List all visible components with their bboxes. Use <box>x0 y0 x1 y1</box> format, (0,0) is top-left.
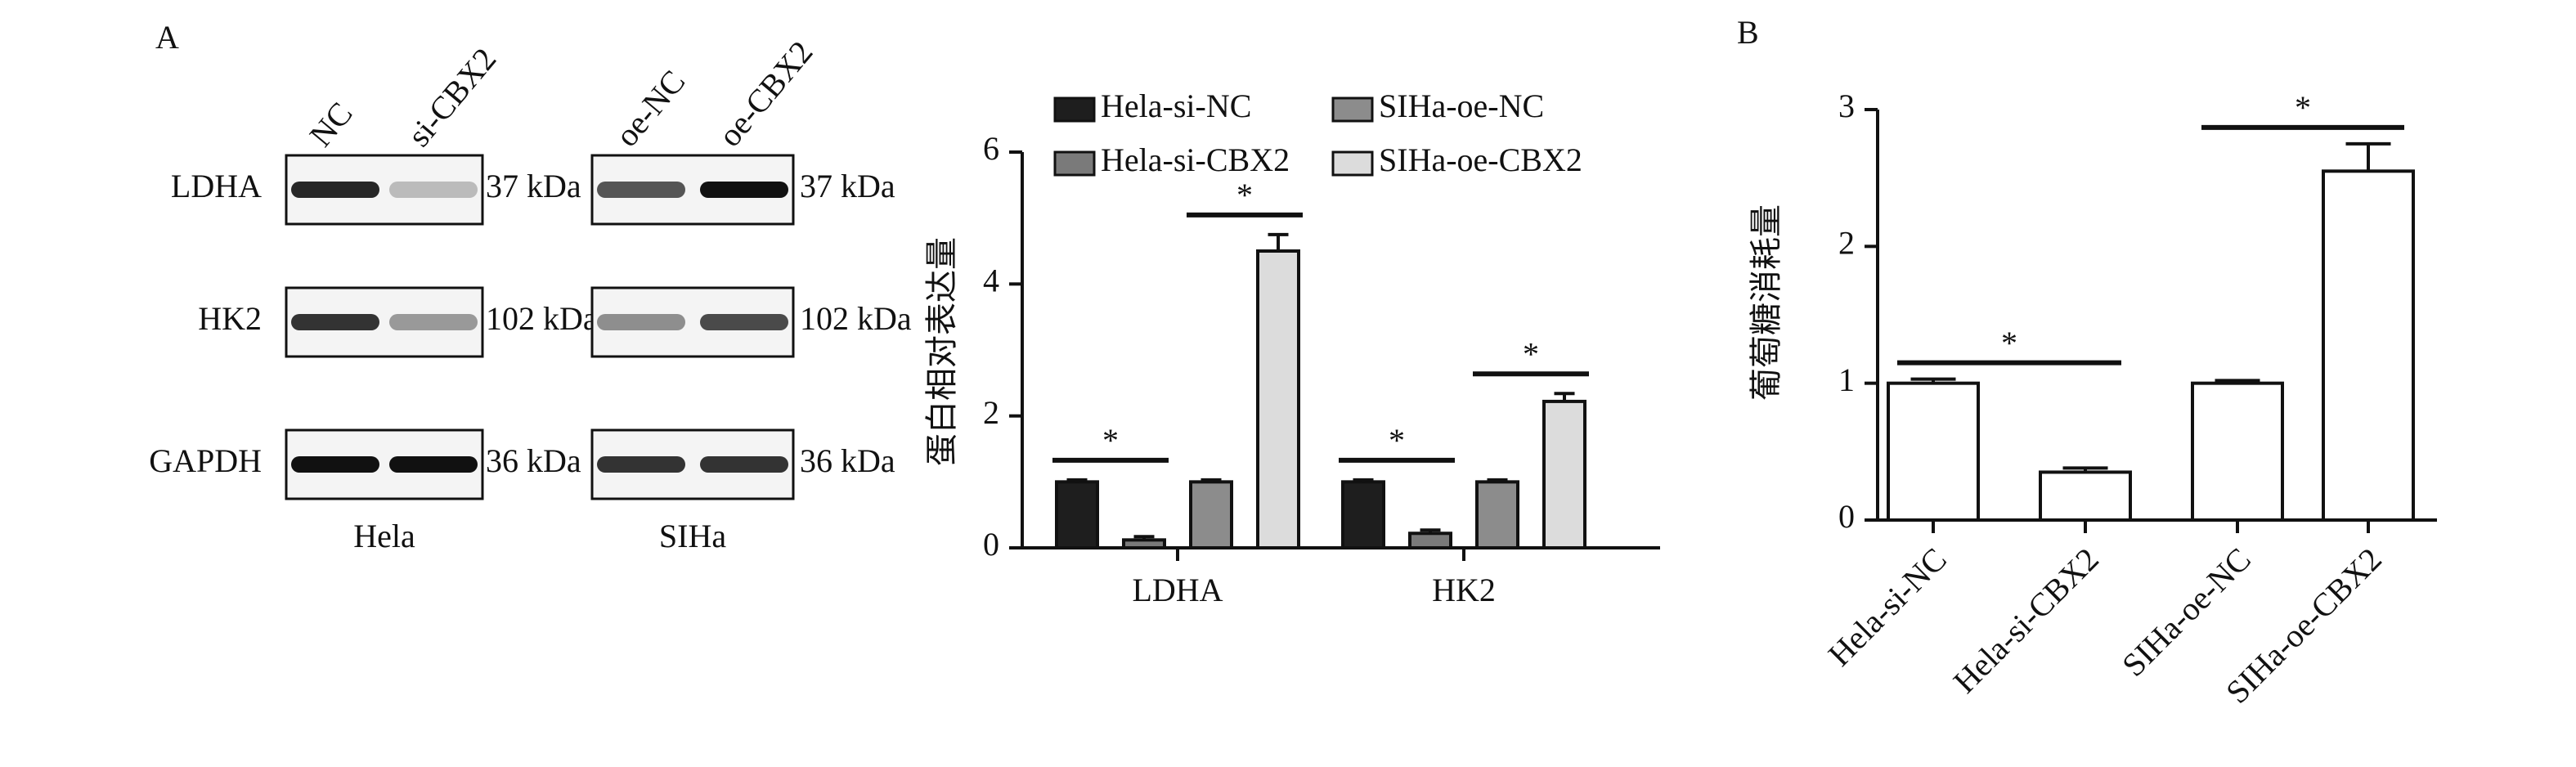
x-tick-label: Hela-si-NC <box>1821 540 1954 673</box>
significance-label: * <box>2295 89 2311 126</box>
band <box>389 314 478 330</box>
legend-swatch <box>1331 150 1374 177</box>
bar <box>1475 480 1519 549</box>
legend-label: SIHa-oe-NC <box>1379 87 1544 124</box>
y-tick-label: 3 <box>1838 87 1855 124</box>
band <box>597 456 685 473</box>
size-label: 37 kDa <box>800 168 895 204</box>
band <box>700 314 788 330</box>
band <box>291 456 379 473</box>
legend-label: SIHa-oe-CBX2 <box>1379 141 1582 178</box>
significance-label: * <box>1102 422 1119 459</box>
size-label: 102 kDa <box>486 300 598 337</box>
panel-label: A <box>155 19 179 56</box>
bar <box>2191 381 2284 522</box>
band <box>389 182 478 198</box>
x-tick-label: Hela-si-CBX2 <box>1946 540 2106 700</box>
row-label: GAPDH <box>149 442 262 479</box>
band <box>700 456 788 473</box>
band <box>597 314 685 330</box>
x-tick-label: LDHA <box>1132 572 1223 608</box>
group-label: Hela <box>353 518 415 554</box>
y-tick-label: 0 <box>1838 498 1855 535</box>
band <box>597 182 685 198</box>
x-tick-label: HK2 <box>1432 572 1496 608</box>
bar <box>1542 399 1586 550</box>
y-axis-title: 葡萄糖消耗量 <box>1748 204 1784 401</box>
error-bar <box>1066 478 1088 482</box>
y-tick-label: 1 <box>1838 361 1855 398</box>
bar <box>1055 480 1099 549</box>
error-bar <box>1268 232 1289 251</box>
y-tick-label: 4 <box>983 262 999 299</box>
error-bar <box>1420 528 1441 534</box>
bar <box>2039 470 2132 523</box>
error-bar <box>1554 392 1575 401</box>
bar <box>1122 538 1166 550</box>
legend-label: Hela-si-NC <box>1101 87 1251 124</box>
lane-label: NC <box>302 95 359 154</box>
row-label: HK2 <box>198 300 262 337</box>
band <box>291 314 379 330</box>
error-bar <box>1487 478 1508 482</box>
error-bar <box>1910 377 1956 384</box>
legend-swatch <box>1053 96 1096 123</box>
y-tick-label: 6 <box>983 130 999 167</box>
y-tick-label: 0 <box>983 526 999 563</box>
y-tick-label: 2 <box>983 394 999 431</box>
legend-swatch <box>1331 96 1374 123</box>
error-bar <box>2215 379 2260 384</box>
size-label: 102 kDa <box>800 300 912 337</box>
bar <box>1341 480 1385 549</box>
bar <box>1256 249 1300 549</box>
group-label: SIHa <box>659 518 726 554</box>
significance-label: * <box>2001 325 2017 361</box>
legend-swatch <box>1053 150 1096 177</box>
band <box>700 182 788 198</box>
bar <box>2322 169 2415 523</box>
band <box>389 456 478 473</box>
size-label: 36 kDa <box>486 442 581 479</box>
lane-label: oe-NC <box>608 63 692 154</box>
size-label: 37 kDa <box>486 168 581 204</box>
error-bar <box>1353 478 1374 482</box>
y-axis-title: 蛋白相对表达量 <box>923 237 960 466</box>
bar <box>1408 532 1452 550</box>
lane-label: oe-CBX2 <box>711 34 819 153</box>
y-tick-label: 2 <box>1838 225 1855 262</box>
error-bar <box>2062 466 2108 473</box>
x-tick-label: SIHa-oe-NC <box>2115 540 2258 684</box>
error-bar <box>1133 535 1155 540</box>
panel-label: B <box>1737 14 1759 51</box>
significance-label: * <box>1389 422 1405 459</box>
legend-label: Hela-si-CBX2 <box>1101 141 1290 178</box>
band <box>291 182 379 198</box>
size-label: 36 kDa <box>800 442 895 479</box>
significance-label: * <box>1236 177 1253 213</box>
lane-label: si-CBX2 <box>400 41 503 154</box>
significance-label: * <box>1523 335 1539 372</box>
error-bar <box>1200 478 1222 482</box>
bar <box>1887 381 1980 522</box>
error-bar <box>2345 141 2391 172</box>
bar <box>1189 480 1233 549</box>
row-label: LDHA <box>171 168 262 204</box>
